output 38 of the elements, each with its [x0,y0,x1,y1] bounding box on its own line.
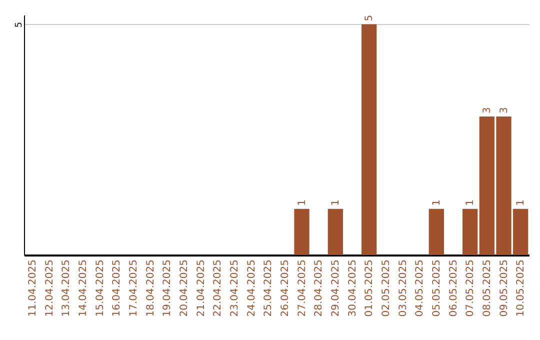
data-label: 1 [431,199,442,206]
x-tick-label: 30.04.2025 [347,260,358,317]
x-tick-label: 19.04.2025 [162,260,174,317]
x-tick-label: 05.05.2025 [431,260,442,317]
x-tick-label: 13.04.2025 [61,260,72,317]
x-tick-label: 29.04.2025 [330,260,342,317]
x-tick-label: 20.04.2025 [178,260,190,317]
x-tick-label: 12.04.2025 [44,260,56,317]
x-tick-label: 22.04.2025 [212,260,224,317]
x-tick-label: 26.04.2025 [280,260,291,317]
x-tick-label: 21.04.2025 [196,260,207,317]
x-tick-label: 02.05.2025 [380,260,392,317]
x-tick-label: 06.05.2025 [448,260,460,317]
x-tick-label: 17.04.2025 [128,260,140,317]
data-label: 3 [498,107,510,114]
data-label: 3 [482,107,493,114]
data-label: 1 [516,199,527,206]
data-label: 1 [330,199,342,206]
x-tick-label: 09.05.2025 [498,260,510,317]
x-tick-label: 15.04.2025 [94,260,106,317]
x-tick-label: 08.05.2025 [482,260,493,317]
x-tick-label: 03.05.2025 [398,260,409,317]
x-tick-label: 16.04.2025 [112,260,123,317]
x-tick-label: 07.05.2025 [465,260,476,317]
x-tick-label: 01.05.2025 [364,260,376,317]
x-tick-label: 25.04.2025 [263,260,274,317]
x-tick-label: 23.04.2025 [229,260,240,317]
x-tick-label: 27.04.2025 [296,260,308,317]
x-tick-label: 18.04.2025 [145,260,156,317]
x-tick-label: 28.04.2025 [314,260,325,317]
x-tick-label: 11.04.2025 [27,260,38,317]
x-tick-label: 24.04.2025 [246,260,258,317]
x-tick-label: 10.05.2025 [516,260,527,317]
x-tick-label: 14.04.2025 [78,260,89,317]
x-tick-label: 04.05.2025 [414,260,426,317]
data-label: 1 [465,199,476,206]
data-label: 1 [296,199,308,206]
data-label: 5 [364,14,376,22]
